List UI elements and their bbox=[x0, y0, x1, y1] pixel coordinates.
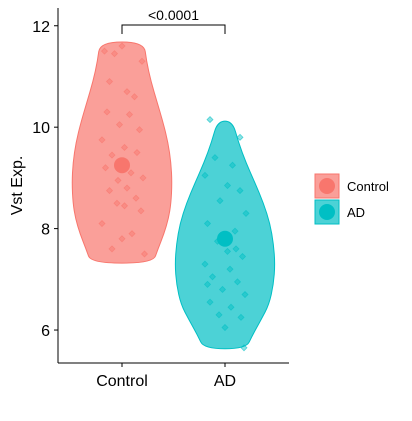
mean-marker-ad bbox=[217, 230, 233, 247]
data-point-ad bbox=[237, 313, 245, 321]
data-point-control bbox=[105, 187, 114, 195]
data-point-control bbox=[140, 250, 149, 258]
legend: Control AD bbox=[314, 173, 389, 225]
y-tick-label: 10 bbox=[32, 120, 50, 137]
legend-label: AD bbox=[347, 205, 365, 220]
data-point-control bbox=[120, 143, 129, 152]
data-point-control bbox=[132, 194, 140, 202]
data-point-control bbox=[105, 77, 114, 86]
data-point-ad bbox=[227, 303, 235, 311]
data-point-control bbox=[137, 207, 145, 215]
data-point-control bbox=[133, 148, 141, 157]
data-point-ad bbox=[203, 280, 212, 288]
data-point-ad bbox=[223, 247, 232, 255]
x-tick-label-ad: AD bbox=[214, 373, 236, 390]
p-value-label: <0.0001 bbox=[148, 7, 199, 23]
data-point-control bbox=[120, 202, 129, 210]
legend-item-ad: AD bbox=[314, 199, 365, 225]
legend-key-dot bbox=[319, 204, 335, 220]
data-point-ad bbox=[242, 209, 250, 217]
data-point-control bbox=[114, 176, 122, 184]
data-point-control bbox=[127, 169, 135, 177]
x-tick-label-control: Control bbox=[96, 373, 148, 390]
data-point-ad bbox=[232, 245, 240, 253]
data-point-control bbox=[123, 184, 131, 192]
data-point-control bbox=[103, 108, 111, 116]
data-point-control bbox=[118, 235, 126, 243]
data-point-ad bbox=[238, 252, 247, 261]
mean-markers-group bbox=[114, 157, 233, 247]
violin-group bbox=[71, 41, 276, 350]
data-point-ad bbox=[233, 278, 242, 286]
data-point-ad bbox=[201, 260, 209, 268]
data-point-ad bbox=[226, 265, 234, 273]
data-point-control bbox=[139, 174, 147, 182]
x-axis-ticks: Control AD bbox=[96, 363, 236, 390]
data-point-ad bbox=[216, 197, 224, 205]
y-tick-label: 8 bbox=[41, 222, 50, 239]
data-point-control bbox=[98, 136, 106, 144]
legend-item-control: Control bbox=[314, 173, 389, 199]
y-tick-label: 12 bbox=[32, 19, 50, 36]
data-point-ad bbox=[215, 311, 223, 319]
y-tick-label: 6 bbox=[41, 323, 50, 340]
data-point-ad bbox=[231, 227, 239, 235]
data-point-ad bbox=[208, 273, 217, 281]
mean-marker-control bbox=[114, 157, 130, 174]
data-point-control bbox=[113, 199, 121, 207]
data-point-control bbox=[123, 88, 131, 96]
data-point-ad bbox=[228, 161, 237, 169]
y-axis-label: Vst Exp. bbox=[9, 156, 26, 216]
bracket-line bbox=[121, 24, 226, 34]
data-point-control bbox=[108, 151, 116, 159]
data-point-control bbox=[108, 245, 116, 253]
data-point-control bbox=[98, 219, 106, 228]
data-point-ad bbox=[221, 323, 229, 332]
data-point-control bbox=[115, 121, 124, 129]
data-point-ad bbox=[236, 187, 244, 195]
data-point-control bbox=[128, 230, 136, 238]
data-point-control bbox=[138, 57, 146, 65]
data-point-ad bbox=[203, 219, 212, 228]
data-point-ad bbox=[223, 181, 232, 190]
data-point-ad bbox=[218, 285, 227, 294]
significance-bracket: <0.0001 bbox=[121, 7, 226, 34]
data-point-ad bbox=[206, 116, 214, 124]
data-point-ad bbox=[236, 133, 244, 141]
jitter-points-group bbox=[98, 42, 250, 352]
data-point-ad bbox=[211, 154, 219, 162]
data-point-ad bbox=[240, 344, 248, 352]
violin-control bbox=[71, 41, 173, 264]
legend-key-dot bbox=[319, 178, 335, 194]
data-point-control bbox=[130, 93, 139, 101]
data-point-ad bbox=[201, 171, 209, 179]
data-point-control bbox=[135, 126, 144, 134]
data-point-control bbox=[110, 50, 119, 58]
data-point-ad bbox=[206, 298, 214, 306]
data-point-control bbox=[101, 164, 110, 172]
y-axis-ticks: 6 8 10 12 bbox=[32, 19, 58, 340]
legend-label: Control bbox=[347, 179, 389, 194]
data-point-control bbox=[125, 110, 134, 119]
data-point-control bbox=[118, 42, 126, 50]
data-point-control bbox=[100, 47, 109, 55]
data-point-ad bbox=[241, 290, 249, 299]
